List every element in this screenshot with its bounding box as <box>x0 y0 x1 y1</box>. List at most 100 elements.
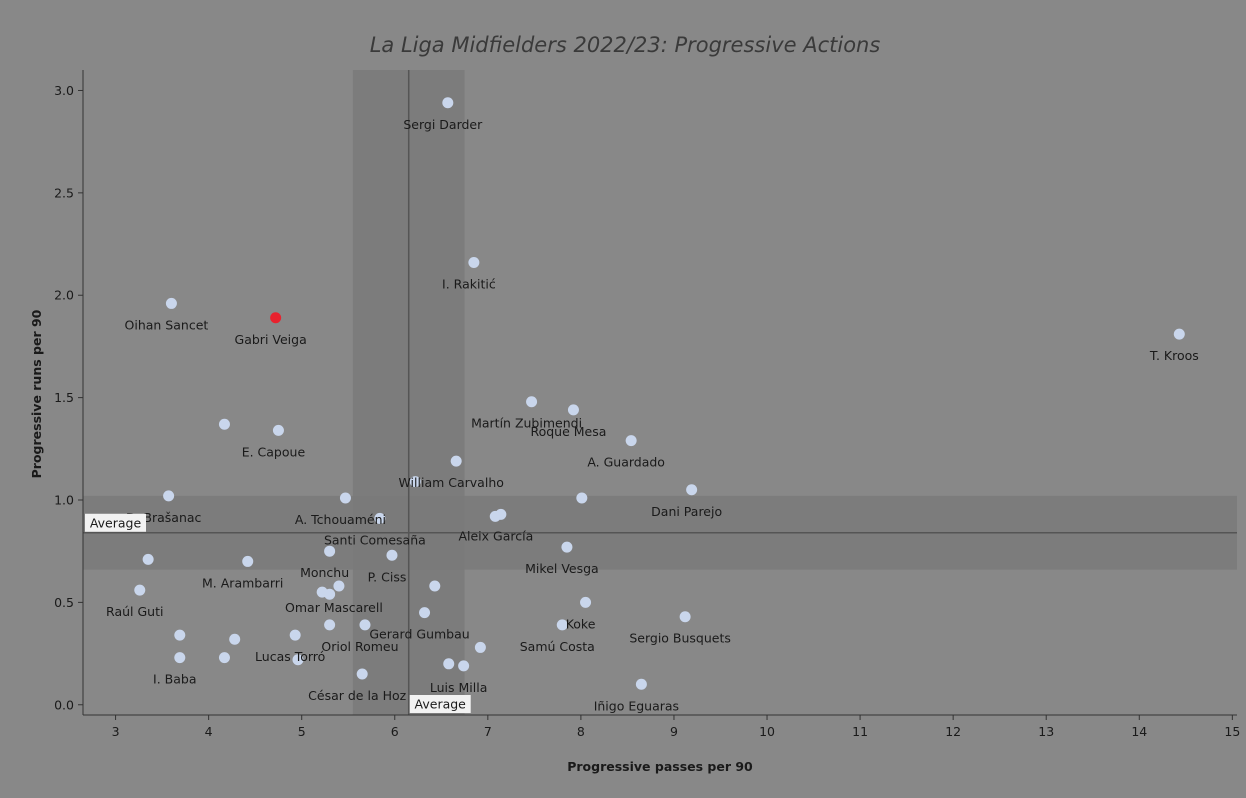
x-tick-label: 10 <box>759 724 775 739</box>
x-tick-label: 12 <box>945 724 961 739</box>
y-tick-label: 0.0 <box>54 697 74 712</box>
data-point <box>324 619 336 631</box>
data-point <box>495 508 507 520</box>
data-point <box>450 455 462 467</box>
y-tick-label: 2.0 <box>54 288 74 303</box>
x-tick-label: 6 <box>391 724 399 739</box>
point-label: A. Guardado <box>587 455 665 470</box>
y-average-label: Average <box>90 515 142 530</box>
data-point <box>567 404 579 416</box>
data-point <box>142 553 154 565</box>
data-points <box>134 97 1185 690</box>
point-label: Roque Mesa <box>530 424 606 439</box>
point-label: Koke <box>566 616 596 631</box>
point-label: Monchu <box>300 565 349 580</box>
point-label: Omar Mascarell <box>285 600 383 615</box>
point-label: T. Kroos <box>1149 348 1199 363</box>
data-point <box>429 580 441 592</box>
point-label: I. Baba <box>153 672 196 687</box>
data-point <box>333 580 345 592</box>
data-point <box>419 607 431 619</box>
data-point <box>442 97 454 109</box>
x-axis-title: Progressive passes per 90 <box>567 759 753 774</box>
point-label: P. Ciss <box>368 569 407 584</box>
average-bands <box>83 70 1237 715</box>
data-point <box>625 435 637 447</box>
point-label: William Carvalho <box>398 475 503 490</box>
y-tick-label: 0.5 <box>54 595 74 610</box>
data-point <box>163 490 175 502</box>
x-average-label: Average <box>415 697 467 712</box>
data-point <box>356 668 368 680</box>
point-label: Oriol Romeu <box>321 639 398 654</box>
point-label: Lucas Torró <box>255 649 325 664</box>
data-point <box>272 424 284 436</box>
point-label: Samú Costa <box>520 639 595 654</box>
average-labels: Average Average <box>85 513 471 713</box>
data-point <box>339 492 351 504</box>
point-label: César de la Hoz <box>308 688 406 703</box>
data-point <box>165 297 177 309</box>
average-lines <box>83 70 1237 715</box>
data-point <box>242 555 254 567</box>
point-label: Luis Milla <box>430 680 488 695</box>
chart-title: La Liga Midfielders 2022/23: Progressive… <box>370 33 881 57</box>
point-label: Dani Parejo <box>651 504 722 519</box>
data-point <box>458 660 470 672</box>
point-label: A. Tchouaméni <box>295 512 386 527</box>
x-average-label-box <box>409 695 471 713</box>
point-label: Gabri Veiga <box>235 332 307 347</box>
data-point <box>324 588 336 600</box>
data-point <box>174 629 186 641</box>
data-point <box>474 641 486 653</box>
data-point <box>134 584 146 596</box>
data-point <box>289 629 301 641</box>
point-label: M. Arambarri <box>202 575 283 590</box>
data-point <box>576 492 588 504</box>
point-label: Iñigo Eguaras <box>594 698 679 713</box>
point-label: Sergi Darder <box>403 117 483 132</box>
y-tick-label: 1.0 <box>54 493 74 508</box>
data-point <box>374 512 386 524</box>
axes: 3 4 5 6 7 8 9 10 11 12 13 14 15 0.0 0.5 1.0 1.5 2.0 2.5 3.0 <box>54 70 1240 739</box>
data-point <box>443 658 455 670</box>
x-tick-label: 11 <box>852 724 868 739</box>
y-axis-title: Progressive runs per 90 <box>29 309 44 478</box>
x-tick-label: 3 <box>112 724 120 739</box>
data-point <box>292 654 304 666</box>
data-point <box>635 678 647 690</box>
point-label: Santi Comesaña <box>324 532 426 547</box>
highlighted-data-point <box>270 312 282 324</box>
data-point <box>686 484 698 496</box>
point-label: I. Rakitić <box>442 276 496 291</box>
data-point <box>561 541 573 553</box>
data-point <box>229 633 241 645</box>
x-tick-label: 4 <box>205 724 213 739</box>
data-point <box>218 652 230 664</box>
data-point <box>468 256 480 268</box>
point-label: Oihan Sancet <box>125 317 209 332</box>
data-point <box>218 418 230 430</box>
point-label: Sergio Busquets <box>629 631 731 646</box>
data-point <box>409 476 421 488</box>
x-tick-label: 9 <box>670 724 678 739</box>
point-label: E. Capoue <box>242 444 306 459</box>
point-labels: Sergi Darder I. Rakitić Oihan Sancet Gabri … <box>106 117 1199 714</box>
point-label: Mikel Vesga <box>525 561 599 576</box>
x-tick-label: 14 <box>1131 724 1147 739</box>
data-point <box>174 652 186 664</box>
data-point <box>526 396 538 408</box>
point-label: Raúl Guti <box>106 604 163 619</box>
data-point <box>1173 328 1185 340</box>
y-tick-label: 1.5 <box>54 390 74 405</box>
point-label: Gerard Gumbau <box>369 627 469 642</box>
y-tick-label: 3.0 <box>54 83 74 98</box>
point-label: Martín Zubimendi <box>471 416 582 431</box>
y-tick-label: 2.5 <box>54 185 74 200</box>
data-point <box>386 549 398 561</box>
data-point <box>580 596 592 608</box>
x-tick-label: 7 <box>484 724 492 739</box>
y-average-label-box <box>85 513 146 532</box>
